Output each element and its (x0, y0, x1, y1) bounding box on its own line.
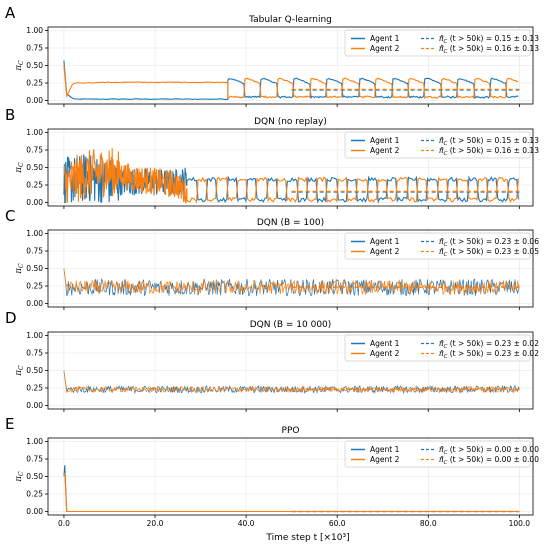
legend-mean-label-1: π̄C (t > 50k) = 0.23 ± 0.06 (439, 237, 539, 248)
y-tick-label: 1.00 (26, 437, 43, 446)
legend-mean-label-2: π̄C (t > 50k) = 0.23 ± 0.02 (439, 349, 539, 360)
legend-mean-label-1: π̄C (t > 50k) = 0.15 ± 0.13 (439, 136, 539, 147)
plot-area (63, 465, 520, 513)
legend-mean-label-1: π̄C (t > 50k) = 0.00 ± 0.00 (439, 445, 539, 456)
y-tick-label: 0.25 (26, 79, 43, 88)
y-tick-label: 0.50 (26, 163, 43, 172)
legend-mean-label-2: π̄C (t > 50k) = 0.23 ± 0.05 (439, 247, 539, 258)
panels-container: 0.00 0.25 0.50 0.75 1.00 πC A Tabular Q-learnin… (5, 4, 539, 528)
y-tick-label: 0.75 (26, 247, 43, 256)
y-tick-label: 0.50 (26, 366, 43, 375)
legend-box (344, 232, 531, 260)
panel-letter: A (5, 4, 16, 22)
series-line-agent-1 (63, 465, 520, 513)
y-axis-label: πC (14, 263, 25, 275)
panel-a: 0.00 0.25 0.50 0.75 1.00 πC A Tabular Q-learnin… (5, 4, 539, 107)
legend-label-agent-1: Agent 1 (370, 445, 400, 454)
legend-label-agent-2: Agent 2 (370, 44, 400, 53)
y-tick-label: 0.75 (26, 349, 43, 358)
series-line-agent-2 (63, 472, 520, 513)
y-tick-label: 0.25 (26, 282, 43, 291)
x-tick-label: 20.0 (147, 519, 164, 528)
legend: Agent 1 π̄C (t > 50k) = 0.15 ± 0.13 Agent … (344, 29, 539, 57)
panel-letter: B (5, 106, 15, 124)
legend: Agent 1 π̄C (t > 50k) = 0.23 ± 0.06 Agent … (344, 232, 539, 260)
legend-label-agent-1: Agent 1 (370, 136, 400, 145)
series-line-agent-2 (63, 370, 520, 394)
y-axis-label: πC (14, 365, 25, 377)
legend-box (344, 440, 531, 468)
panel-letter: D (5, 309, 17, 327)
legend-label-agent-1: Agent 1 (370, 237, 400, 246)
y-tick-label: 1.00 (26, 229, 43, 238)
y-tick-label: 0.50 (26, 61, 43, 70)
y-tick-label: 0.00 (26, 507, 43, 516)
x-tick-label: 60.0 (329, 519, 346, 528)
y-tick-label: 0.25 (26, 490, 43, 499)
legend-mean-label-2: π̄C (t > 50k) = 0.16 ± 0.13 (439, 146, 539, 157)
legend: Agent 1 π̄C (t > 50k) = 0.15 ± 0.13 Agent … (344, 131, 539, 159)
y-tick-label: 0.50 (26, 264, 43, 273)
x-tick-label: 0.0 (58, 519, 70, 528)
series-line-agent-1 (63, 60, 519, 100)
legend: Agent 1 π̄C (t > 50k) = 0.00 ± 0.00 Agent … (344, 440, 539, 468)
panel-title: PPO (282, 426, 300, 436)
legend-box (344, 29, 531, 57)
y-tick-label: 0.00 (26, 401, 43, 410)
series-line-agent-2 (63, 268, 520, 296)
series-line-agent-2 (63, 148, 519, 204)
legend-box (344, 334, 531, 362)
panel-e: 0.0 20.0 40.0 60.0 80.0 100.0 0.00 0.25 0.50 0.75… (5, 415, 539, 528)
plot-area (63, 268, 520, 297)
y-tick-label: 1.00 (26, 128, 43, 137)
series-line-agent-2 (63, 65, 519, 100)
legend-mean-label-2: π̄C (t > 50k) = 0.00 ± 0.00 (439, 455, 539, 466)
legend-mean-label-1: π̄C (t > 50k) = 0.23 ± 0.02 (439, 339, 539, 350)
y-tick-label: 0.75 (26, 44, 43, 53)
panel-title: DQN (B = 10 000) (250, 320, 332, 330)
legend-box (344, 131, 531, 159)
x-tick-label: 80.0 (420, 519, 437, 528)
y-tick-label: 0.75 (26, 146, 43, 155)
panel-c: 0.00 0.25 0.50 0.75 1.00 πC C DQN (B = 100) Agen… (5, 207, 539, 310)
y-tick-label: 0.00 (26, 198, 43, 207)
legend-label-agent-2: Agent 2 (370, 146, 400, 155)
panel-title: DQN (B = 100) (257, 218, 324, 228)
plot-area (63, 370, 520, 395)
y-tick-label: 0.00 (26, 299, 43, 308)
legend-mean-label-2: π̄C (t > 50k) = 0.16 ± 0.13 (439, 44, 539, 55)
panel-letter: E (5, 415, 14, 433)
plot-area (63, 60, 520, 100)
legend: Agent 1 π̄C (t > 50k) = 0.23 ± 0.02 Agent … (344, 334, 539, 362)
y-tick-label: 0.50 (26, 472, 43, 481)
panel-b: 0.00 0.25 0.50 0.75 1.00 πC B DQN (no replay) Ag… (5, 106, 539, 209)
panel-letter: C (5, 207, 15, 225)
y-axis-label: πC (14, 162, 25, 174)
legend-label-agent-1: Agent 1 (370, 34, 400, 43)
legend-label-agent-2: Agent 2 (370, 455, 400, 464)
panel-title: Tabular Q-learning (248, 15, 332, 25)
y-tick-label: 0.75 (26, 455, 43, 464)
x-tick-label: 40.0 (238, 519, 255, 528)
plot-area (63, 148, 520, 204)
legend-label-agent-1: Agent 1 (370, 339, 400, 348)
x-axis-label: Time step t [×10³] (265, 533, 349, 543)
y-tick-label: 0.25 (26, 181, 43, 190)
y-axis-label: πC (14, 60, 25, 72)
panel-title: DQN (no replay) (254, 117, 327, 127)
y-tick-label: 0.00 (26, 96, 43, 105)
panel-d: 0.00 0.25 0.50 0.75 1.00 πC D DQN (B = 10 000) A… (5, 309, 539, 412)
y-tick-label: 1.00 (26, 331, 43, 340)
legend-label-agent-2: Agent 2 (370, 247, 400, 256)
y-axis-label: πC (14, 471, 25, 483)
y-tick-label: 1.00 (26, 26, 43, 35)
legend-label-agent-2: Agent 2 (370, 349, 400, 358)
x-tick-label: 100.0 (509, 519, 531, 528)
y-tick-label: 0.25 (26, 384, 43, 393)
legend-mean-label-1: π̄C (t > 50k) = 0.15 ± 0.13 (439, 34, 539, 45)
